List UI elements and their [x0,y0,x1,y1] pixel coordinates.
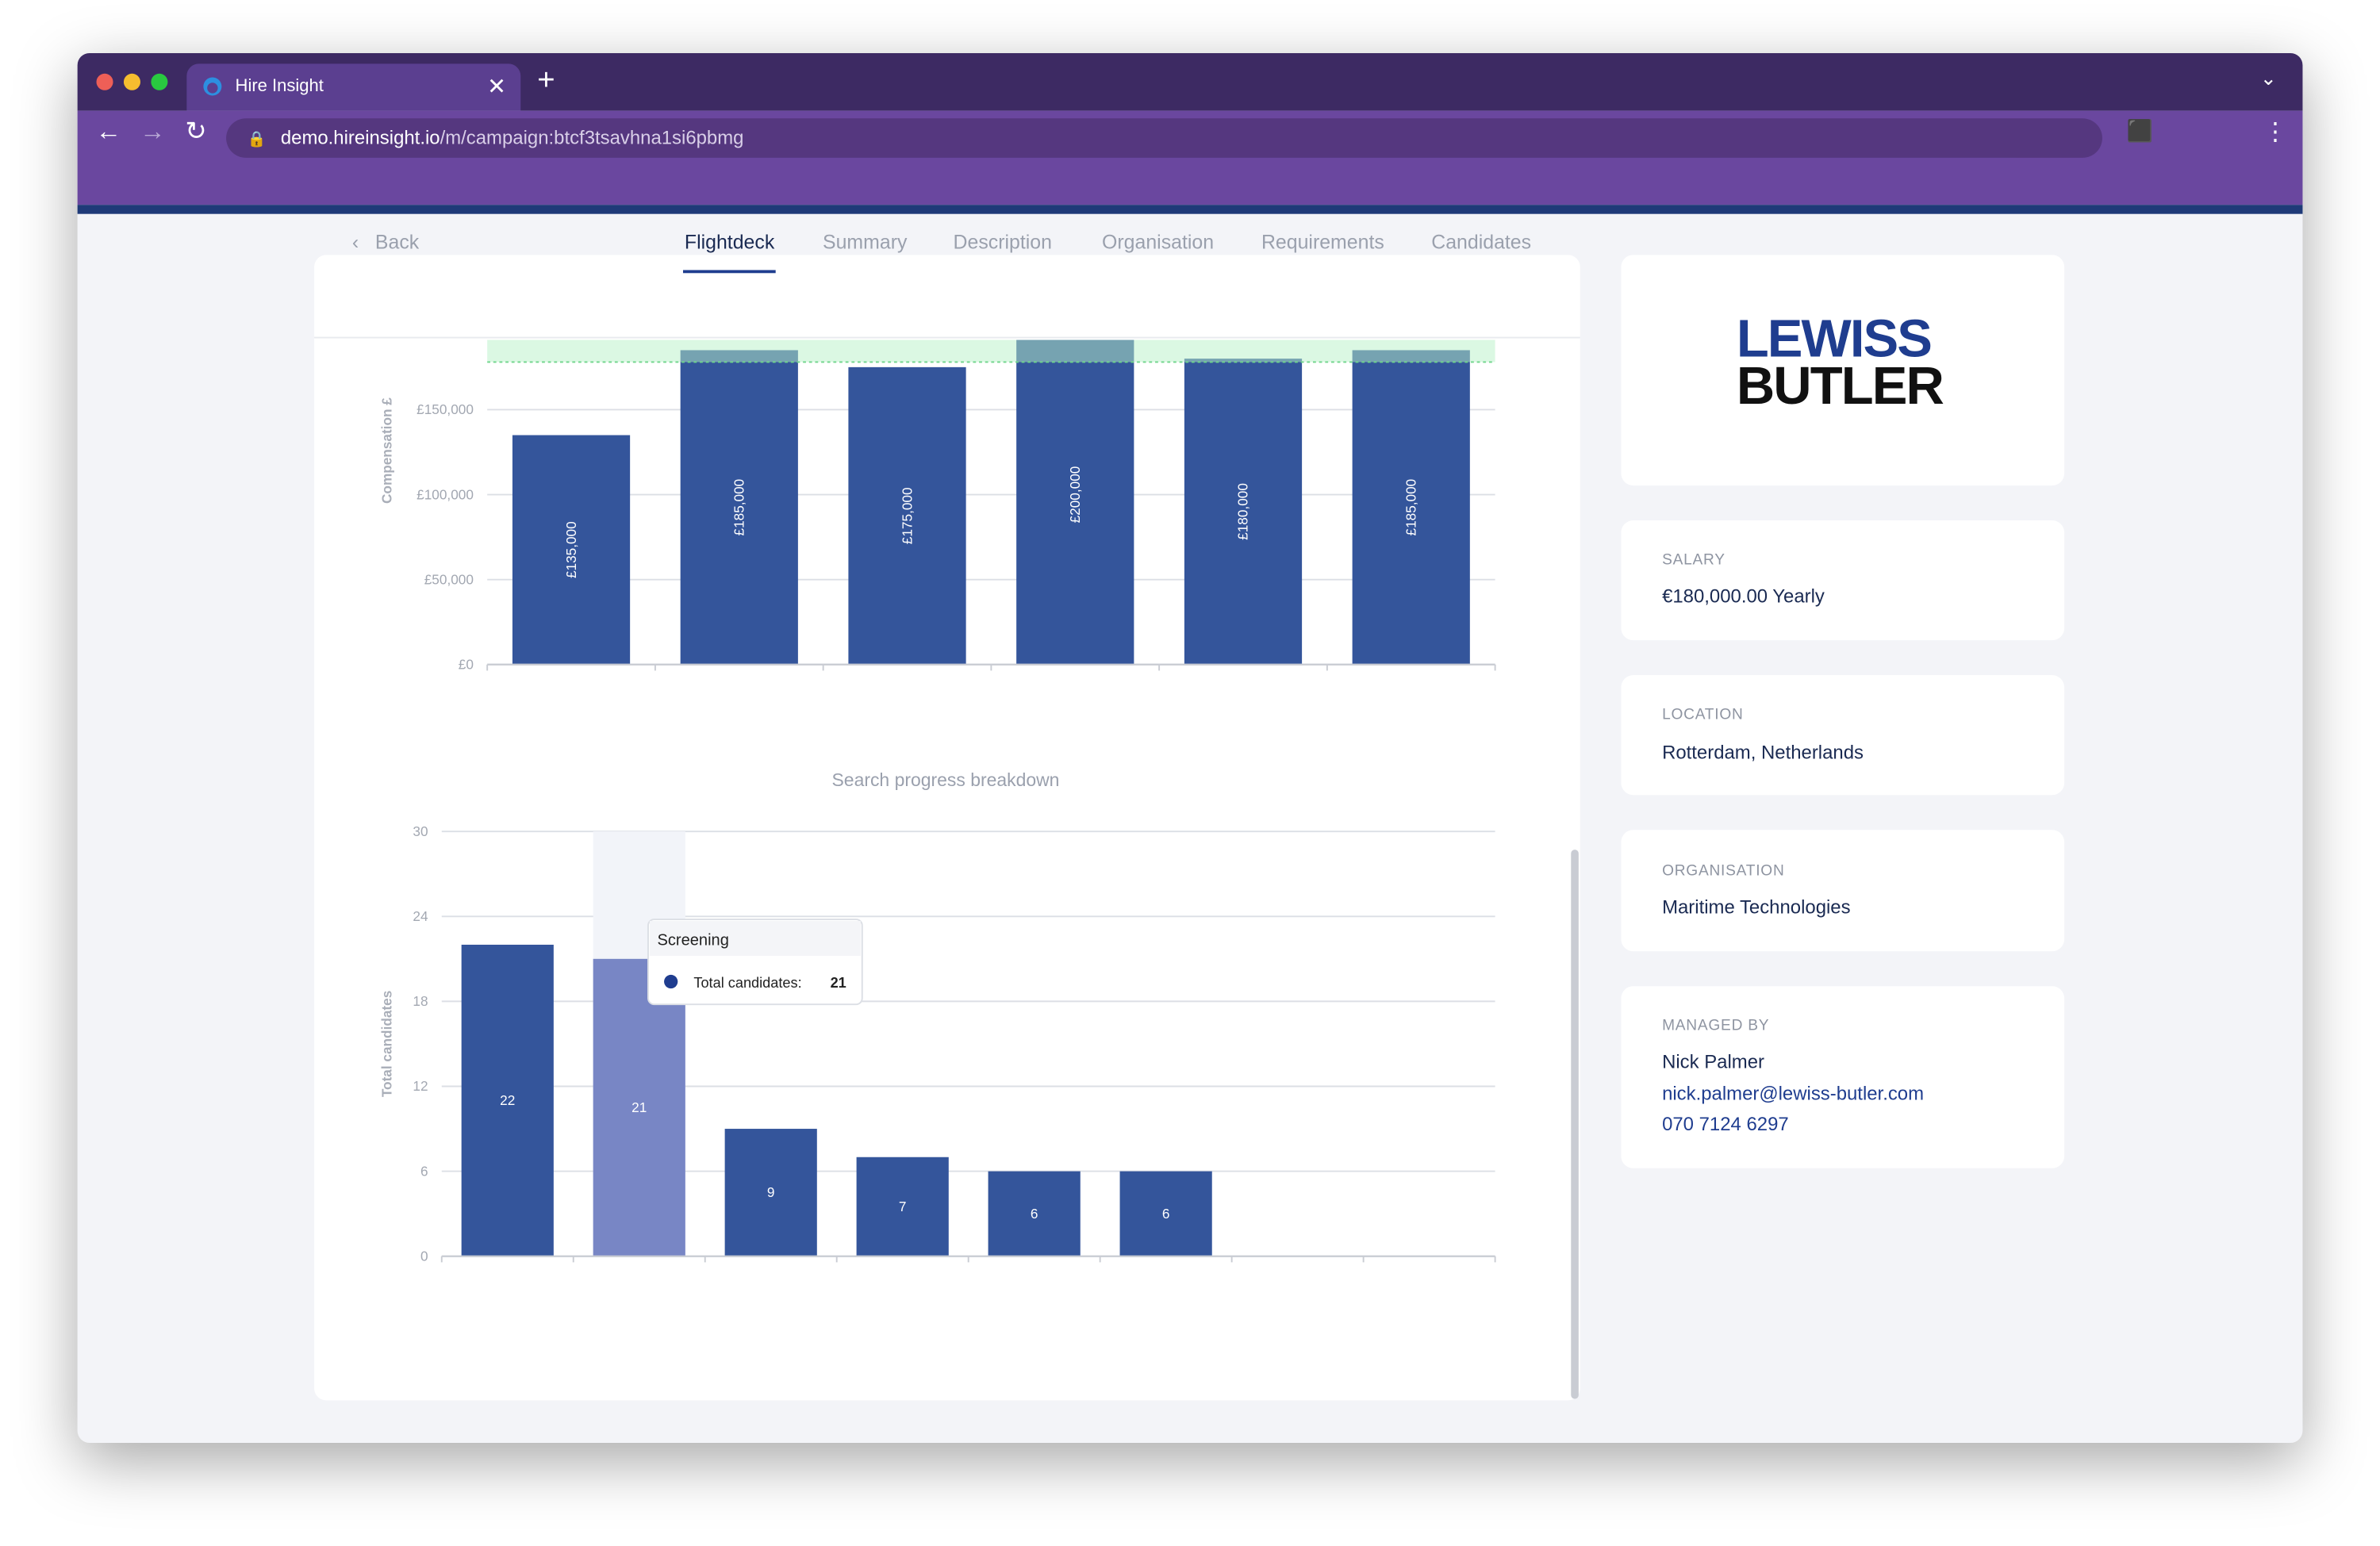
y-tick-label: 30 [413,823,428,839]
y-tick-label: 6 [420,1163,428,1179]
manager-card: MANAGED BY Nick Palmer nick.palmer@lewis… [1621,986,2065,1168]
tooltip-value: 21 [831,975,846,991]
active-tab-underline [682,270,777,274]
new-tab[interactable]: + [537,63,555,98]
url-path: /m/campaign:btcf3tsavhna1si6pbmg [440,127,744,149]
url-domain: demo.hireinsight.io [280,127,440,149]
bar [856,1157,949,1256]
value-label: £200,000 [1067,466,1083,524]
reload-button[interactable]: ↻ [185,117,207,146]
value-label: £135,000 [563,521,579,578]
back-link[interactable]: ‹ Back [351,230,420,254]
target-band [487,340,1495,363]
tooltip-header [649,921,861,957]
logo-line: LEWISS [1736,309,1933,369]
chart-title: Search progress breakdown [832,769,1060,790]
value-label: 6 [1031,1206,1038,1222]
bar [680,350,798,665]
y-tick-label: 18 [413,993,428,1009]
nav-divider [314,336,1580,339]
tab-close[interactable]: ✕ [487,74,507,101]
tooltip-label: Total candidates: [693,975,801,991]
logo-line: BUTLER [1736,356,1944,416]
field-value: Maritime Technologies [1662,896,1851,919]
y-axis-label: Total candidates [379,991,395,1097]
tab-menu[interactable]: ⌄ [2259,67,2277,90]
value-label: 22 [500,1092,515,1108]
manager-name: Nick Palmer [1662,1051,1764,1073]
value-label: £175,000 [899,487,915,544]
y-tick-label: £100,000 [416,486,474,502]
field-label: ORGANISATION [1662,863,1785,880]
bar [1016,340,1134,665]
back-label: Back [374,230,420,254]
address-bar[interactable]: 🔒 demo.hireinsight.io/m/campaign:btcf3ts… [226,118,2102,158]
tooltip-title: Screening [657,932,728,949]
field-label: SALARY [1662,552,1726,570]
extensions[interactable]: ⬛ [2126,118,2153,143]
bar [988,1171,1081,1256]
nav-tab[interactable]: Organisation [1102,230,1215,254]
browser-tab[interactable]: Hire Insight ✕ [186,63,521,111]
bar [461,944,554,1256]
header-stripe [77,205,2303,214]
back-button[interactable]: ← [95,117,122,146]
lock-icon: 🔒 [247,132,267,149]
value-label: £185,000 [1403,479,1418,536]
nav-tab[interactable]: Candidates [1431,230,1532,254]
y-tick-label: £0 [459,657,474,673]
bar [512,435,631,665]
tab-bar: Hire Insight ✕ + ⌄ [77,52,2303,111]
field-label: LOCATION [1662,707,1744,724]
window-controls[interactable] [78,53,199,111]
organisation-card: ORGANISATION Maritime Technologies [1621,830,2065,952]
bar [1184,359,1303,665]
menu[interactable]: ⋮ [2263,120,2288,146]
y-axis-label: Compensation £ [379,397,395,504]
value-label: 6 [1162,1206,1170,1222]
field-value: €180,000.00 Yearly [1662,585,1825,608]
tab-title: Hire Insight [235,77,324,96]
favicon [203,77,222,96]
toolbar: ← → ↻ 🔒 demo.hireinsight.io/m/campaign:b… [77,110,2303,205]
value-label: 9 [767,1184,775,1200]
tooltip-dot [664,974,678,989]
nav-tab[interactable]: Summary [823,230,908,254]
bar [848,366,966,665]
compensation-chart: Compensation £ £0 £50,000 £100,000 £150,000 £… [379,340,1496,673]
value-label: £180,000 [1235,483,1251,540]
value-label: £185,000 [731,479,747,536]
manager-email[interactable]: nick.palmer@lewiss-butler.com [1662,1083,1925,1105]
forward-button[interactable]: → [140,117,166,146]
nav-tab[interactable]: Flightdeck [682,231,777,274]
bar [724,1129,817,1256]
logo-card: LEWISS BUTLER [1621,255,2065,486]
y-tick-label: 12 [413,1078,428,1094]
logo: LEWISS BUTLER [1736,309,1944,416]
y-tick-label: 24 [413,908,428,924]
bar [1352,350,1470,665]
scrollbar[interactable] [1571,850,1579,1399]
nav-tab[interactable]: Requirements [1261,230,1384,254]
nav-tab[interactable]: Description [953,230,1052,254]
field-value: Rotterdam, Netherlands [1662,742,1864,764]
y-tick-label: 0 [420,1248,428,1264]
location-card: LOCATION Rotterdam, Netherlands [1621,675,2065,796]
field-label: MANAGED BY [1662,1018,1770,1035]
salary-card: SALARY €180,000.00 Yearly [1621,520,2065,641]
value-label: 7 [899,1199,907,1214]
bar [1119,1171,1212,1256]
bar [593,958,685,1256]
y-tick-label: £150,000 [416,401,474,417]
manager-phone[interactable]: 070 7124 6297 [1662,1113,1789,1135]
value-label: 21 [631,1099,647,1115]
progress-chart: Search progress breakdown Total candidate… [379,769,1496,1264]
y-tick-label: £50,000 [424,571,474,587]
